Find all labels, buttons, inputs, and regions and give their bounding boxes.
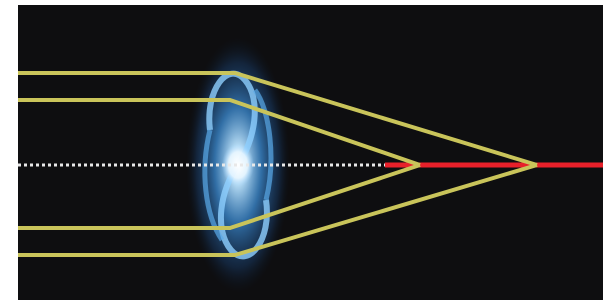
lensing-diagram	[0, 0, 603, 305]
page	[0, 0, 603, 305]
galaxy-core	[222, 143, 254, 187]
